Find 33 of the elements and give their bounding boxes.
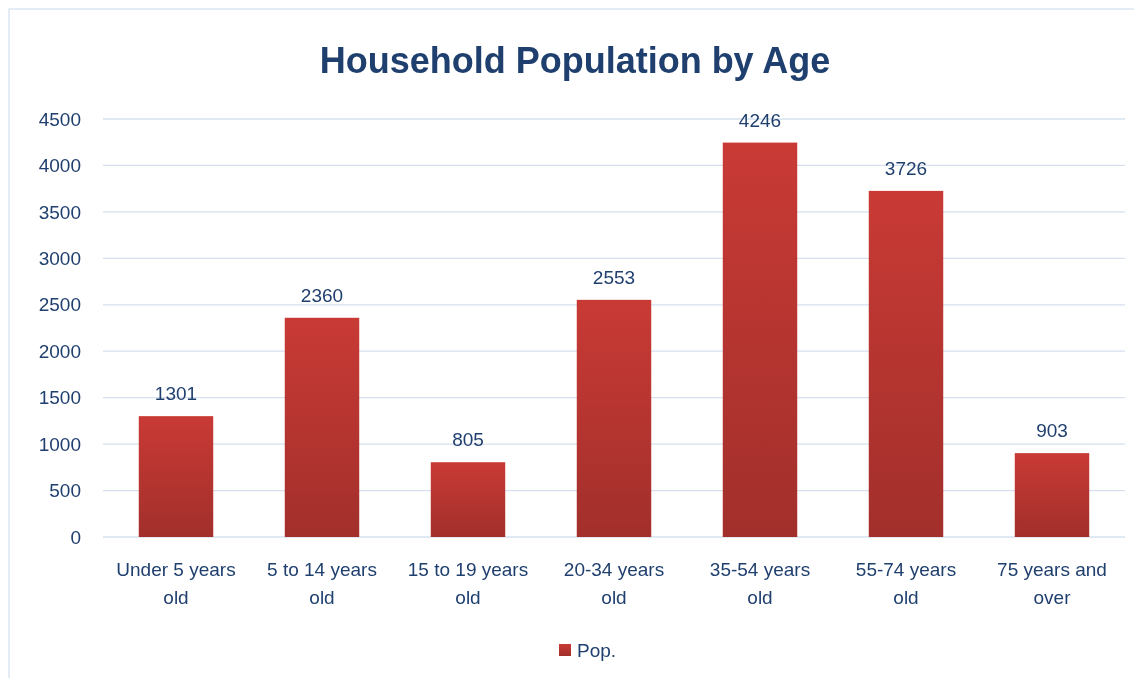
bar	[138, 416, 214, 537]
y-tick-label: 500	[49, 480, 81, 502]
y-tick-label: 1000	[38, 433, 81, 455]
data-label: 1301	[154, 383, 198, 405]
legend-label: Pop.	[577, 639, 617, 661]
y-tick-label: 1500	[38, 387, 81, 409]
y-tick-label: 3000	[38, 247, 81, 269]
x-tick-label: 35-54 years old	[709, 559, 811, 608]
bar	[284, 317, 360, 537]
y-tick-label: 0	[70, 526, 81, 548]
y-tick-label: 4000	[38, 155, 81, 177]
bar	[430, 462, 506, 537]
data-label: 903	[1036, 420, 1068, 442]
y-tick-label: 4500	[38, 108, 81, 130]
x-tick-label: 75 years and over	[997, 559, 1107, 608]
chart-title: Household Population by Age	[319, 40, 831, 81]
bar	[868, 190, 944, 537]
data-label: 3726	[884, 157, 928, 179]
y-tick-label: 3500	[38, 201, 81, 223]
data-label: 4246	[738, 109, 782, 131]
bar	[576, 299, 652, 537]
bar	[722, 142, 798, 537]
x-tick-label: 55-74 years old	[855, 559, 957, 608]
x-tick-label: 20-34 years old	[563, 559, 665, 608]
x-tick-label: Under 5 years old	[116, 559, 236, 608]
y-tick-label: 2500	[38, 294, 81, 316]
bar	[1014, 453, 1090, 537]
data-label: 2360	[300, 284, 344, 306]
x-tick-label: 15 to 19 years old	[407, 559, 529, 608]
data-label: 2553	[592, 266, 636, 288]
data-label: 805	[452, 429, 484, 451]
y-tick-label: 2000	[38, 340, 81, 362]
x-tick-label: 5 to 14 years old	[267, 559, 377, 608]
